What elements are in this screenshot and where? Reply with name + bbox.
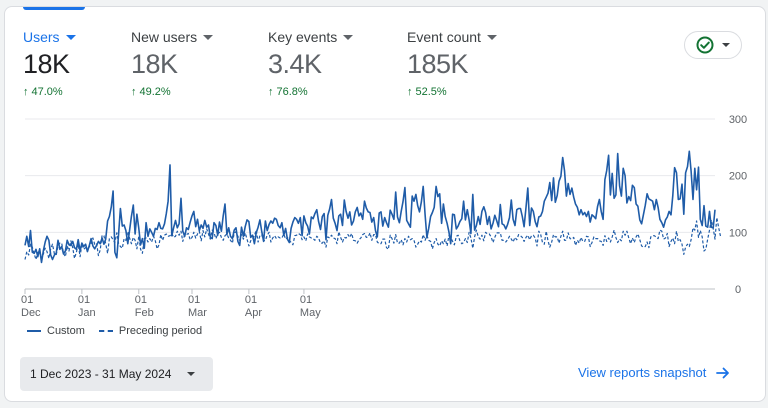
chart-legend: Custom Preceding period xyxy=(27,325,202,337)
legend-swatch-solid xyxy=(27,330,41,332)
chevron-down-icon xyxy=(187,372,196,376)
x-tick-day: 01 xyxy=(300,294,312,306)
metric-value: 185K xyxy=(407,49,469,79)
metric-label: Key events xyxy=(268,29,338,45)
metric-tab-users[interactable]: Users 18K ↑ 47.0% xyxy=(23,29,76,98)
legend-label: Custom xyxy=(47,325,85,337)
x-tick-month: Jan xyxy=(78,307,96,319)
metric-tab-event-count[interactable]: Event count 185K ↑ 52.5% xyxy=(407,29,497,98)
legend-item-preceding: Preceding period xyxy=(98,325,203,337)
metric-label: New users xyxy=(131,29,198,45)
metric-delta: 76.8% xyxy=(276,86,308,98)
view-link-label: View reports snapshot xyxy=(578,365,707,380)
legend-item-custom: Custom xyxy=(27,325,85,337)
chevron-down-icon[interactable] xyxy=(343,34,354,40)
metric-tab-new-users[interactable]: New users 18K ↑ 49.2% xyxy=(131,29,214,98)
series-line-preceding-period xyxy=(24,216,722,261)
arrow-up-icon: ↑ xyxy=(131,86,137,98)
y-tick-label: 300 xyxy=(729,114,747,126)
chevron-down-icon[interactable] xyxy=(65,34,76,40)
x-tick-day: 01 xyxy=(245,294,257,306)
x-tick-month: May xyxy=(300,307,321,319)
x-tick-day: 01 xyxy=(135,294,147,306)
date-range-label: 1 Dec 2023 - 31 May 2024 xyxy=(30,367,172,381)
check-circle-icon xyxy=(696,36,714,54)
x-tick-month: Dec xyxy=(21,307,41,319)
x-tick-month: Mar xyxy=(188,307,207,319)
chevron-down-icon[interactable] xyxy=(203,34,214,40)
x-tick-month: Feb xyxy=(135,307,154,319)
y-tick-label: 200 xyxy=(729,171,747,183)
metric-tab-key-events[interactable]: Key events 3.4K ↑ 76.8% xyxy=(268,29,354,98)
date-range-dropdown[interactable]: 1 Dec 2023 - 31 May 2024 xyxy=(20,357,213,391)
x-tick-day: 01 xyxy=(21,294,33,306)
series-line-custom xyxy=(24,150,716,264)
y-tick-label: 0 xyxy=(735,284,741,296)
status-dropdown-button[interactable] xyxy=(684,31,742,59)
x-tick-day: 01 xyxy=(188,294,200,306)
metric-label: Event count xyxy=(407,29,481,45)
metric-delta: 49.2% xyxy=(139,86,171,98)
arrow-up-icon: ↑ xyxy=(407,86,413,98)
active-tab-indicator xyxy=(23,7,85,10)
metric-label: Users xyxy=(23,29,60,45)
legend-swatch-dashed xyxy=(98,330,113,332)
chevron-down-icon[interactable] xyxy=(486,34,497,40)
arrow-up-icon: ↑ xyxy=(23,86,29,98)
y-tick-label: 100 xyxy=(729,227,747,239)
view-reports-snapshot-link[interactable]: View reports snapshot xyxy=(578,365,730,380)
metric-value: 3.4K xyxy=(268,49,322,79)
metric-value: 18K xyxy=(23,49,70,79)
overview-card: Users 18K ↑ 47.0% New users 18K ↑ 49.2% Ke… xyxy=(4,6,766,402)
x-tick-month: Apr xyxy=(245,307,262,319)
arrow-right-icon xyxy=(716,367,730,378)
metric-delta: 52.5% xyxy=(415,86,447,98)
metric-value: 18K xyxy=(131,49,178,79)
metric-delta: 47.0% xyxy=(31,86,63,98)
legend-label: Preceding period xyxy=(118,325,203,337)
x-tick-day: 01 xyxy=(78,294,90,306)
arrow-up-icon: ↑ xyxy=(268,86,274,98)
chevron-down-icon xyxy=(722,43,730,47)
